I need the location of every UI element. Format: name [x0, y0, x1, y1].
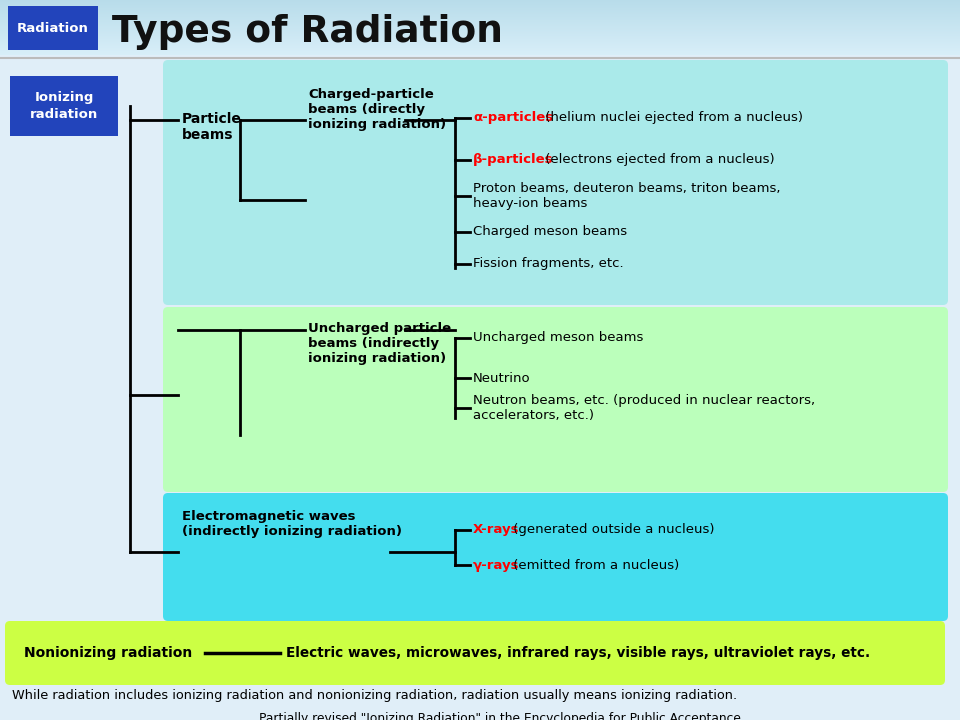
FancyBboxPatch shape: [163, 307, 948, 492]
Text: Radiation: Radiation: [17, 22, 89, 35]
Bar: [0, 44, 960, 45]
Text: Electromagnetic waves
(indirectly ionizing radiation): Electromagnetic waves (indirectly ionizi…: [182, 510, 402, 538]
Bar: [0, 1, 960, 2]
Bar: [0, 39, 960, 40]
Bar: [0, 0, 960, 1]
Bar: [0, 19, 960, 20]
Bar: [0, 34, 960, 35]
Bar: [0, 43, 960, 44]
Bar: [0, 2, 960, 3]
Bar: [0, 40, 960, 41]
Text: Partially revised "Ionizing Radiation" in the Encyclopedia for Public Acceptance: Partially revised "Ionizing Radiation" i…: [259, 712, 741, 720]
Bar: [0, 20, 960, 21]
Bar: [0, 45, 960, 46]
Bar: [0, 7, 960, 8]
Text: Electric waves, microwaves, infrared rays, visible rays, ultraviolet rays, etc.: Electric waves, microwaves, infrared ray…: [286, 646, 870, 660]
Bar: [0, 58, 960, 720]
Bar: [0, 27, 960, 28]
Text: X-rays: X-rays: [473, 523, 519, 536]
Text: Fission fragments, etc.: Fission fragments, etc.: [473, 258, 624, 271]
Bar: [0, 8, 960, 9]
Text: Uncharged meson beams: Uncharged meson beams: [473, 331, 643, 344]
Bar: [0, 10, 960, 11]
Bar: [0, 13, 960, 14]
Text: Types of Radiation: Types of Radiation: [112, 14, 503, 50]
Bar: [0, 32, 960, 33]
Text: Nonionizing radiation: Nonionizing radiation: [24, 646, 192, 660]
Text: Charged meson beams: Charged meson beams: [473, 225, 627, 238]
Text: γ-rays: γ-rays: [473, 559, 519, 572]
Bar: [0, 38, 960, 39]
Bar: [0, 28, 960, 29]
FancyBboxPatch shape: [5, 621, 945, 685]
Bar: [0, 23, 960, 24]
Text: Proton beams, deuteron beams, triton beams,
heavy-ion beams: Proton beams, deuteron beams, triton bea…: [473, 182, 780, 210]
Bar: [0, 18, 960, 19]
Bar: [0, 52, 960, 53]
Bar: [0, 36, 960, 37]
Bar: [0, 12, 960, 13]
Bar: [0, 53, 960, 54]
Bar: [0, 14, 960, 15]
Text: Neutrino: Neutrino: [473, 372, 531, 384]
Text: Neutron beams, etc. (produced in nuclear reactors,
accelerators, etc.): Neutron beams, etc. (produced in nuclear…: [473, 394, 815, 422]
Bar: [0, 5, 960, 6]
Bar: [0, 24, 960, 25]
Text: Charged-particle
beams (directly
ionizing radiation): Charged-particle beams (directly ionizin…: [308, 88, 446, 131]
Bar: [0, 22, 960, 23]
Text: Uncharged particle
beams (indirectly
ionizing radiation): Uncharged particle beams (indirectly ion…: [308, 322, 451, 365]
FancyBboxPatch shape: [163, 60, 948, 305]
Bar: [0, 30, 960, 31]
Bar: [0, 11, 960, 12]
Text: (generated outside a nucleus): (generated outside a nucleus): [509, 523, 714, 536]
Bar: [0, 50, 960, 51]
Bar: [0, 37, 960, 38]
Bar: [0, 46, 960, 47]
FancyBboxPatch shape: [8, 6, 98, 50]
Bar: [0, 54, 960, 55]
Bar: [0, 35, 960, 36]
FancyBboxPatch shape: [10, 76, 118, 136]
Bar: [0, 15, 960, 16]
Bar: [0, 29, 960, 30]
Text: Ionizing
radiation: Ionizing radiation: [30, 91, 98, 120]
Bar: [0, 9, 960, 10]
Bar: [0, 26, 960, 27]
Text: While radiation includes ionizing radiation and nonionizing radiation, radiation: While radiation includes ionizing radiat…: [12, 690, 737, 703]
Text: (helium nuclei ejected from a nucleus): (helium nuclei ejected from a nucleus): [541, 112, 804, 125]
Bar: [0, 42, 960, 43]
FancyBboxPatch shape: [163, 493, 948, 621]
Bar: [0, 21, 960, 22]
Text: α-particles: α-particles: [473, 112, 553, 125]
Bar: [0, 51, 960, 52]
Text: (electrons ejected from a nucleus): (electrons ejected from a nucleus): [541, 153, 775, 166]
Bar: [0, 17, 960, 18]
Text: (emitted from a nucleus): (emitted from a nucleus): [509, 559, 680, 572]
Bar: [0, 25, 960, 26]
Text: Particle
beams: Particle beams: [182, 112, 242, 143]
Bar: [0, 16, 960, 17]
Bar: [0, 49, 960, 50]
Bar: [0, 3, 960, 4]
Bar: [0, 33, 960, 34]
Bar: [0, 6, 960, 7]
Bar: [0, 41, 960, 42]
Bar: [0, 31, 960, 32]
Text: β-particles: β-particles: [473, 153, 554, 166]
Bar: [0, 47, 960, 48]
Bar: [0, 48, 960, 49]
Bar: [0, 4, 960, 5]
